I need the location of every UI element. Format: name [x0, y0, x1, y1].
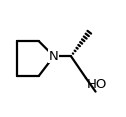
Text: HO: HO [87, 78, 107, 91]
Text: N: N [49, 50, 59, 63]
